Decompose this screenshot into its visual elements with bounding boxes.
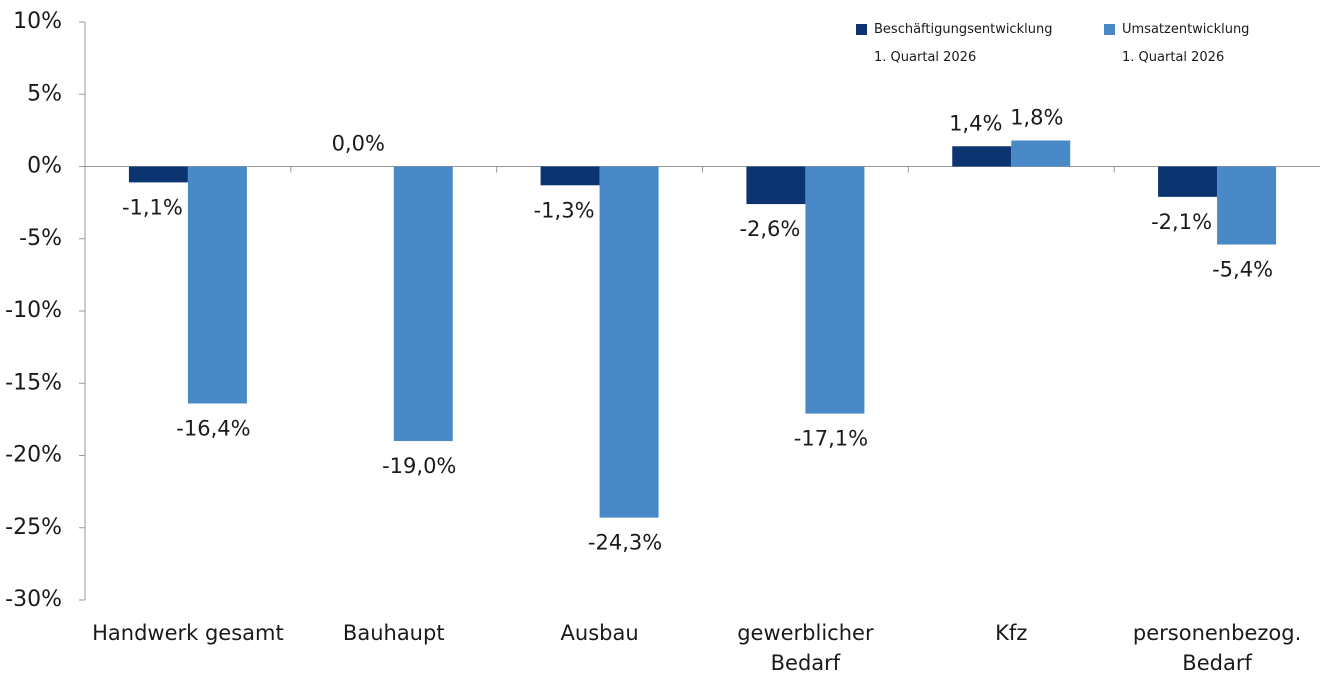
y-tick-label: 0% (27, 154, 62, 179)
data-label: -16,4% (176, 416, 250, 440)
data-label: -19,0% (382, 454, 456, 478)
bar (1158, 166, 1218, 197)
y-tick-label: -25% (5, 515, 62, 540)
x-tick-label: personenbezog. Bedarf (1132, 621, 1302, 675)
legend-swatch (1104, 24, 1115, 35)
data-label: 0,0% (332, 132, 385, 156)
bar (599, 166, 659, 518)
y-tick-label: -5% (19, 226, 62, 251)
data-label: -1,1% (122, 195, 183, 219)
data-label: -2,1% (1151, 210, 1212, 234)
bar (1217, 166, 1277, 245)
x-tick-label: gewerblicher Bedarf (737, 621, 874, 675)
data-label: 1,8% (1010, 105, 1063, 129)
data-label: -2,6% (739, 217, 800, 241)
y-tick-label: -30% (5, 587, 62, 612)
x-tick-label: Ausbau (560, 621, 639, 645)
legend-label: Umsatzentwicklung 1. Quartal 2026 (1122, 22, 1250, 65)
bar (952, 146, 1012, 167)
bar (393, 166, 453, 442)
y-tick-label: 5% (27, 81, 62, 106)
legend-label: Beschäftigungsentwicklung 1. Quartal 202… (874, 22, 1053, 65)
data-label: -1,3% (534, 198, 595, 222)
y-tick-label: -15% (5, 370, 62, 395)
x-tick-label: Handwerk gesamt (92, 621, 284, 645)
y-tick-label: -10% (5, 298, 62, 323)
bar (540, 166, 600, 186)
data-label: -5,4% (1212, 258, 1273, 282)
x-tick-label: Bauhaupt (342, 621, 445, 645)
bar (187, 166, 247, 404)
y-tick-label: 10% (13, 9, 62, 34)
data-label: -24,3% (588, 531, 662, 555)
x-tick-label: Kfz (995, 621, 1028, 645)
data-label: -17,1% (794, 427, 868, 451)
bar (128, 166, 188, 183)
data-label: 1,4% (949, 111, 1002, 135)
y-tick-label: -20% (5, 443, 62, 468)
bar (805, 166, 865, 414)
legend-swatch (856, 24, 867, 35)
bar (1011, 140, 1071, 167)
bar (746, 166, 806, 205)
